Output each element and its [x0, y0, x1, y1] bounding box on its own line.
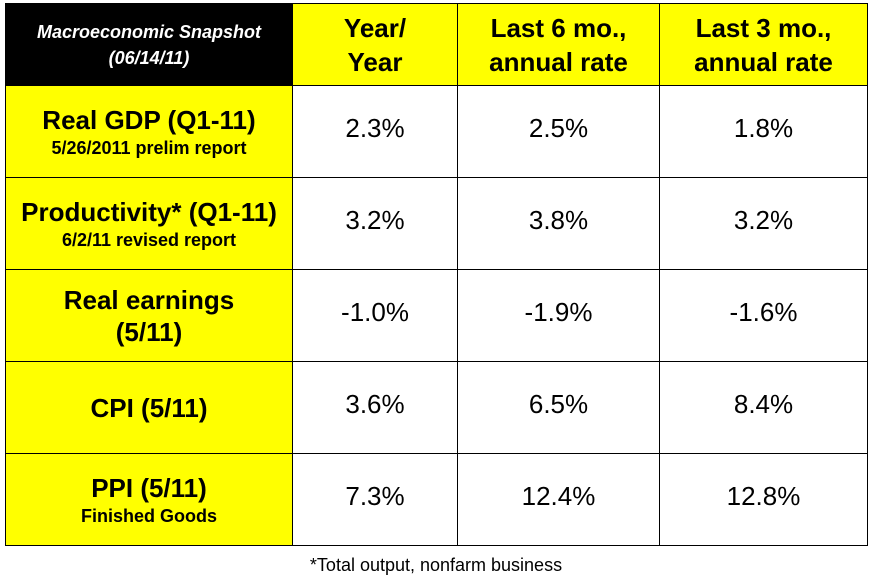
table-row-real-earnings: Real earnings (5/11) -1.0% -1.9% -1.6%	[5, 269, 868, 362]
column-header-last-3-months: Last 3 mo., annual rate	[659, 3, 868, 86]
value-text: 3.2%	[733, 204, 794, 235]
table-row-real-gdp: Real GDP (Q1-11) 5/26/2011 prelim report…	[5, 85, 868, 178]
value-text: 7.3%	[345, 480, 405, 511]
column-header-line: Last 6 mo.,	[490, 12, 627, 43]
row-label-ppi: PPI (5/11) Finished Goods	[5, 453, 293, 546]
row-label-productivity: Productivity* (Q1-11) 6/2/11 revised rep…	[5, 177, 293, 270]
macroeconomic-snapshot-table: Macroeconomic Snapshot (06/14/11) Year/ …	[5, 3, 868, 546]
column-header-last-6-months: Last 6 mo., annual rate	[457, 3, 660, 86]
column-header-line: Year	[347, 46, 403, 77]
value-cell: 8.4%	[659, 361, 868, 454]
value-cell: 7.3%	[292, 453, 458, 546]
column-header-line: Last 3 mo.,	[695, 12, 832, 43]
column-header-line: Year/	[343, 12, 407, 43]
header-row: Macroeconomic Snapshot (06/14/11) Year/ …	[5, 3, 868, 86]
value-text: 1.8%	[733, 112, 794, 143]
value-text: 2.5%	[528, 112, 589, 143]
value-text: 3.6%	[345, 388, 405, 419]
value-text: 8.4%	[733, 388, 794, 419]
row-label: (5/11)	[115, 316, 183, 347]
table-title-cell: Macroeconomic Snapshot (06/14/11)	[5, 3, 293, 86]
row-label-cpi: CPI (5/11)	[5, 361, 293, 454]
value-text: -1.9%	[524, 296, 593, 327]
column-header-line: annual rate	[694, 46, 833, 77]
value-text: 12.4%	[521, 480, 596, 511]
row-sublabel: 6/2/11 revised report	[61, 229, 237, 250]
row-label-real-gdp: Real GDP (Q1-11) 5/26/2011 prelim report	[5, 85, 293, 178]
value-text: -1.6%	[729, 296, 798, 327]
footnote: *Total output, nonfarm business	[309, 555, 563, 575]
row-label: Productivity* (Q1-11)	[21, 196, 277, 227]
value-cell: 1.8%	[659, 85, 868, 178]
value-cell: 2.5%	[457, 85, 660, 178]
row-sublabel: Finished Goods	[80, 505, 217, 526]
value-cell: 2.3%	[292, 85, 458, 178]
row-sublabel: 5/26/2011 prelim report	[51, 137, 247, 158]
value-cell: -1.9%	[457, 269, 660, 362]
table-title: Macroeconomic Snapshot	[36, 21, 262, 42]
value-cell: 3.2%	[659, 177, 868, 270]
value-cell: -1.0%	[292, 269, 458, 362]
value-cell: 3.8%	[457, 177, 660, 270]
row-label: PPI (5/11)	[91, 472, 207, 503]
value-text: -1.0%	[341, 296, 409, 327]
value-cell: 12.8%	[659, 453, 868, 546]
value-text: 2.3%	[345, 112, 405, 143]
value-text: 3.8%	[528, 204, 589, 235]
value-text: 12.8%	[726, 480, 801, 511]
snapshot-date: (06/14/11)	[108, 47, 190, 68]
row-label-real-earnings: Real earnings (5/11)	[5, 269, 293, 362]
row-label: Real GDP (Q1-11)	[42, 104, 256, 135]
value-cell: 3.6%	[292, 361, 458, 454]
table-row-ppi: PPI (5/11) Finished Goods 7.3% 12.4% 12.…	[5, 453, 868, 546]
value-cell: 6.5%	[457, 361, 660, 454]
table-row-productivity: Productivity* (Q1-11) 6/2/11 revised rep…	[5, 177, 868, 270]
value-cell: 12.4%	[457, 453, 660, 546]
value-cell: 3.2%	[292, 177, 458, 270]
row-label: CPI (5/11)	[90, 392, 208, 423]
row-label: Real earnings	[63, 284, 235, 315]
value-text: 6.5%	[528, 388, 589, 419]
table-row-cpi: CPI (5/11) 3.6% 6.5% 8.4%	[5, 361, 868, 454]
column-header-line: annual rate	[489, 46, 628, 77]
column-header-year-over-year: Year/ Year	[292, 3, 458, 86]
value-cell: -1.6%	[659, 269, 868, 362]
value-text: 3.2%	[345, 204, 405, 235]
